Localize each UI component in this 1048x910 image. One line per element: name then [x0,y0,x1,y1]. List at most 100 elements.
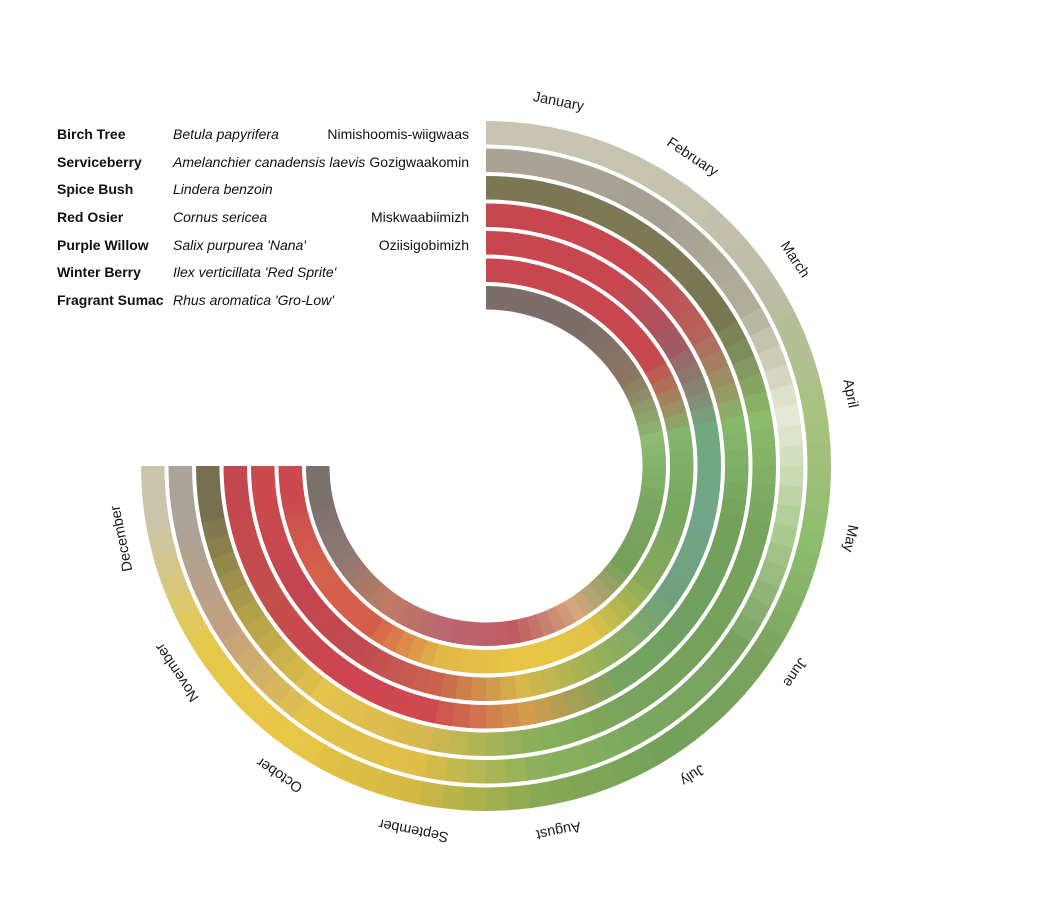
ring-segment [293,665,324,697]
ring-segment [484,649,500,674]
ring-segment [648,235,679,267]
ring-segment [590,641,617,671]
ring-segment [516,289,534,316]
legend-latin-name: Ilex verticillata 'Red Sprite' [173,264,337,281]
ring-segment [535,610,555,637]
ring-segment [621,376,648,398]
ring-segment [246,658,279,691]
ring-segment [141,485,168,512]
ring-red-osier [223,203,749,729]
ring-segment [572,590,596,617]
ring-segment [507,121,534,148]
ring-segment [495,621,510,646]
ring-segment [450,702,471,728]
ring-segment [595,569,622,595]
ring-segment [750,483,776,506]
ring-segment [633,191,665,223]
ring-segment [324,654,354,685]
month-label-august: August [535,818,582,843]
ring-segment [603,347,630,372]
ring-segment [170,502,198,528]
ring-segment [675,306,706,335]
ring-segment [223,480,250,501]
ring-segment [685,628,717,659]
ring-segment [198,499,225,523]
ring-segment [427,727,452,754]
ring-segment [184,558,215,588]
ring-segment [508,646,527,672]
ring-segment [503,757,528,783]
ring-segment [804,487,831,514]
ring-segment [603,561,629,586]
ring-segment [769,383,798,411]
ring-segment [524,151,550,179]
ring-segment [604,664,632,695]
ring-segment [669,348,698,374]
ring-segment [141,466,166,489]
ring-segment [329,624,358,653]
ring-segment [320,577,348,603]
ring-segment [779,466,804,489]
ring-segment [619,214,649,246]
ring-segment [669,466,694,481]
ring-segment [503,176,526,202]
ring-segment [252,492,279,512]
ring-segment [287,622,318,652]
ring-segment [566,625,590,653]
ring-segment [665,292,696,322]
ring-segment [653,623,684,653]
ring-segment [783,333,814,365]
ring-segment [580,583,605,610]
legend-latin-name: Rhus aromatica 'Gro-Low' [173,292,334,309]
ring-segment [519,727,543,754]
ring-segment [712,381,740,406]
ring-segment [498,675,517,701]
ring-segment [623,578,651,604]
ring-segment [590,672,618,703]
legend-ojibwe-name: Gozigwaakomin [369,153,469,170]
ring-segment [308,676,338,708]
ring-segment [777,424,803,449]
ring-segment [705,644,738,677]
ring-segment [606,596,633,623]
ring-segment [773,504,801,530]
ring-segment [483,786,509,811]
ring-segment [499,231,519,257]
ring-segment [644,594,673,623]
ring-segment [289,582,319,610]
ring-segment [409,722,435,751]
ring-segment [615,544,642,567]
ring-segment [484,622,498,646]
ring-segment [609,552,636,577]
ring-segment [668,478,694,495]
ring-segment [796,528,825,558]
ring-segment [266,597,297,626]
ring-segment [438,616,456,643]
month-label-december: December [108,504,137,573]
ring-segment [664,214,697,247]
ring-segment [465,731,486,756]
legend-common-name: Red Osier [57,209,124,226]
ring-segment [393,630,416,658]
ring-segment [626,386,653,407]
ring-segment [566,248,592,277]
ring-segment [569,132,599,163]
ring-segment [329,543,356,567]
month-label-may: May [839,523,860,554]
ring-segment [536,723,562,751]
ring-segment [500,702,521,729]
ring-birch-tree [141,121,832,811]
ring-segment [169,483,195,508]
legend-common-name: Spice Bush [57,181,134,198]
ring-segment [255,505,282,527]
ring-segment [394,776,424,805]
ring-segment [577,223,604,253]
ring-segment [645,362,673,386]
ring-segment [724,466,749,485]
ring-segment [747,500,774,525]
ring-segment [280,488,306,507]
ring-segment [515,700,538,727]
ring-segment [800,507,829,536]
month-label-september: September [377,815,450,845]
ring-segment [675,546,704,572]
